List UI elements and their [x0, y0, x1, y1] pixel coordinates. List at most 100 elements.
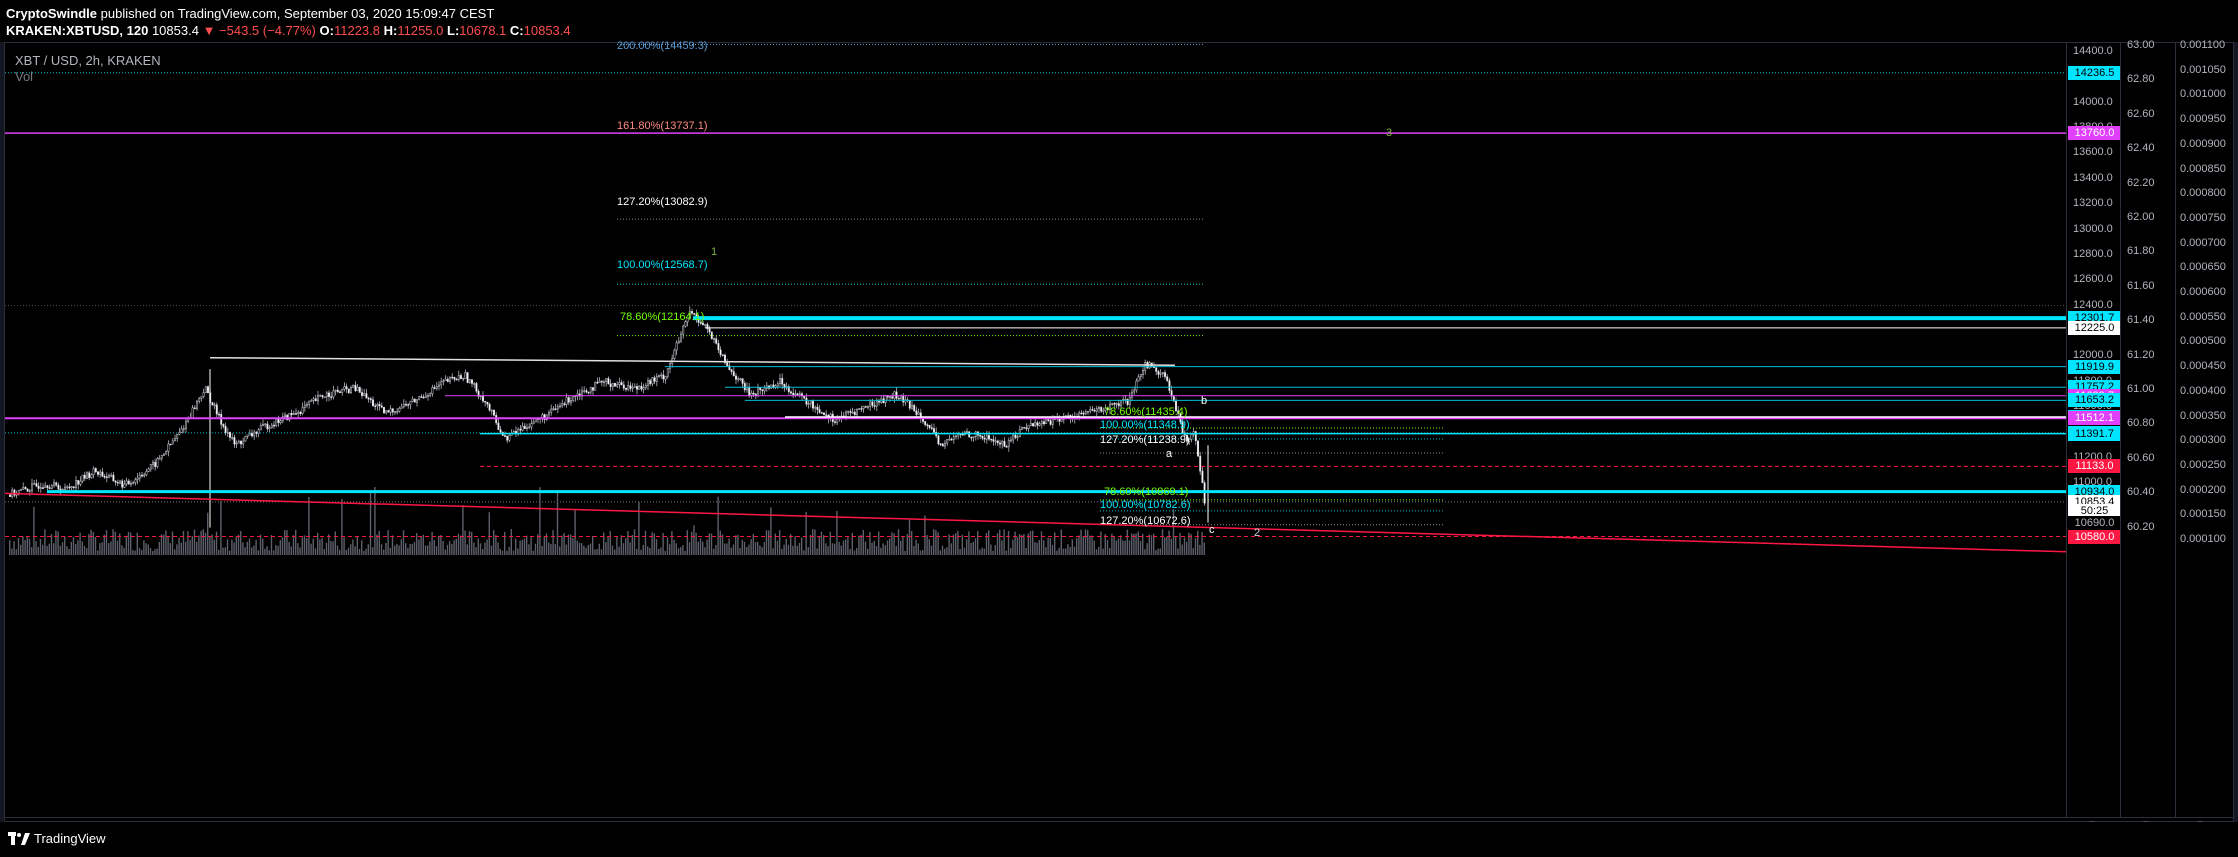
author-name[interactable]: CryptoSwindle — [6, 6, 98, 21]
candle-body — [1133, 389, 1136, 393]
volume-bar — [702, 541, 704, 555]
volume-bar — [1036, 542, 1038, 555]
volume-bar — [526, 535, 528, 555]
candle-body — [640, 385, 643, 390]
volume-bar — [270, 535, 273, 555]
candle-body — [26, 488, 29, 492]
drawings-layer[interactable] — [5, 132, 2066, 553]
volume-bar — [1073, 546, 1076, 555]
candle-body — [545, 414, 548, 420]
candle-body — [1067, 415, 1070, 417]
volume-bar — [992, 550, 994, 555]
candle-body — [473, 383, 476, 385]
volume-bar — [202, 529, 204, 555]
volume-bar — [959, 549, 961, 555]
volume-bar — [952, 534, 955, 555]
candle-body — [28, 490, 31, 492]
price-scale-small[interactable]: 0.001100 0.001050 0.001000 0.000950 0.000900… — [2175, 39, 2234, 817]
volume-bar — [22, 536, 24, 555]
volume-bar — [576, 540, 578, 555]
small-tick: 0.000300 — [2180, 434, 2226, 447]
candle-body — [105, 476, 108, 478]
candle-body — [649, 380, 652, 385]
volume-bar — [1117, 538, 1120, 555]
volume-bar — [134, 550, 136, 555]
volume-bar — [842, 540, 845, 555]
candle-body — [488, 403, 491, 411]
candle-body — [1023, 427, 1026, 429]
volume-bar — [440, 535, 442, 555]
candle-body — [325, 392, 328, 398]
candle-body — [213, 404, 216, 407]
volume-bar — [435, 546, 438, 555]
price-tag: 11919.9 — [2068, 359, 2121, 374]
volume-bar — [1109, 548, 1111, 555]
fib-label-200: 200.00%(14459.3) — [617, 40, 708, 52]
volume-bar — [845, 539, 847, 555]
volume-bar — [48, 543, 50, 555]
candle-body — [966, 431, 968, 433]
volume-bar — [838, 541, 840, 555]
volume-bar — [1177, 548, 1179, 555]
price-scale-ratio[interactable]: 63.00 62.80 62.60 62.40 62.20 62.00 61.80 61.60… — [2120, 39, 2176, 817]
candle-body — [174, 438, 176, 442]
volume-bar — [325, 542, 328, 555]
volume-bar — [1078, 535, 1080, 555]
candle-body — [343, 386, 346, 390]
volume-bar — [939, 550, 941, 555]
volume-bar — [1040, 531, 1043, 555]
candle-body — [237, 440, 240, 444]
volume-bar — [532, 550, 534, 555]
candle-body — [983, 437, 986, 440]
candle-body — [299, 411, 302, 414]
volume-bar — [1111, 533, 1113, 555]
volume-bar — [644, 530, 647, 555]
candle-body — [724, 354, 726, 363]
candle-body — [523, 425, 526, 429]
tradingview-brand[interactable]: TradingView — [34, 831, 106, 846]
volume-bar — [739, 548, 741, 555]
candle-body — [112, 474, 115, 482]
volume-bar — [460, 535, 462, 555]
tradingview-logo-icon[interactable] — [8, 832, 30, 846]
volume-bar — [847, 536, 849, 555]
candle-body — [915, 410, 918, 415]
volume-bar — [136, 532, 138, 555]
candle-body — [939, 443, 942, 446]
price-tick: 13200.0 — [2073, 197, 2113, 210]
volume-bar — [721, 534, 724, 555]
volume-label[interactable]: Vol — [15, 69, 34, 84]
volume-bar — [587, 544, 589, 555]
volume-bar — [798, 542, 801, 555]
volume-bar — [578, 542, 581, 555]
symbol-info[interactable]: XBT / USD, 2h, KRAKEN — [15, 53, 161, 68]
candle-body — [891, 396, 894, 399]
volume-bar — [836, 510, 838, 555]
candle-body — [9, 494, 11, 497]
low-value: 10678.1 — [459, 23, 507, 38]
candle-body — [702, 322, 704, 325]
candle-body — [319, 395, 322, 397]
candle-body — [136, 477, 139, 480]
volume-bar — [638, 501, 640, 555]
price-tick: 12600.0 — [2073, 273, 2113, 286]
candle-body — [229, 432, 231, 438]
candle-body — [867, 406, 869, 408]
price-tick: 13000.0 — [2073, 222, 2113, 235]
candle-body — [1135, 380, 1138, 391]
candle-body — [506, 435, 509, 441]
price-chart-canvas[interactable] — [5, 43, 2066, 817]
candle-body — [673, 349, 676, 359]
volume-bar — [985, 533, 988, 555]
chart-pane[interactable]: XBT / USD, 2h, KRAKEN Vol 200.00%(14459.… — [4, 39, 2234, 837]
candle-body — [33, 483, 36, 485]
volume-bar — [1175, 536, 1177, 555]
candle-body — [1190, 434, 1193, 440]
volume-bar — [662, 533, 664, 555]
candle-body — [48, 487, 51, 489]
fib-label-78-6-mid: 78.60%(11435.4) — [1104, 406, 1188, 418]
candle-body — [849, 411, 852, 413]
volume-bar — [906, 534, 908, 555]
candle-body — [930, 427, 933, 429]
price-scale-main[interactable]: 14400.014200.014000.013800.013600.013400… — [2066, 43, 2121, 817]
